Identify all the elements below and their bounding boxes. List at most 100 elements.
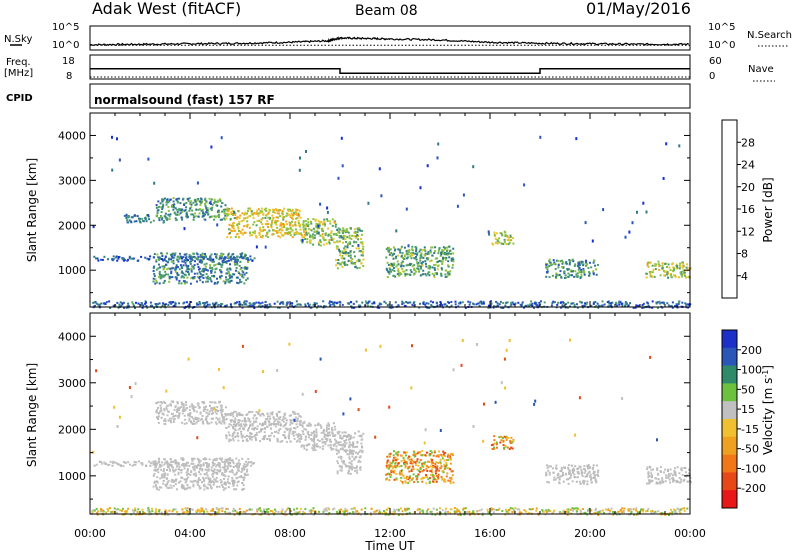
data-cell (392, 254, 394, 256)
data-cell (223, 261, 225, 263)
data-cell (445, 259, 447, 261)
data-cell (594, 474, 596, 476)
data-cell (290, 441, 292, 443)
data-cell (269, 217, 271, 219)
data-cell (193, 253, 195, 255)
data-cell (452, 474, 454, 476)
data-cell (185, 257, 187, 259)
data-cell (312, 244, 314, 246)
data-cell (405, 467, 407, 469)
data-cell (234, 474, 236, 476)
data-cell (250, 258, 252, 260)
data-cell (553, 479, 555, 481)
data-cell (682, 267, 684, 269)
data-cell (195, 474, 197, 476)
data-cell (322, 445, 324, 447)
data-cell (276, 414, 278, 416)
data-cell (214, 199, 216, 201)
data-cell (327, 228, 329, 230)
data-cell (239, 217, 241, 219)
data-cell (401, 455, 403, 457)
data-cell (178, 415, 180, 417)
data-cell (390, 474, 392, 476)
data-cell (434, 269, 436, 271)
data-cell (263, 509, 265, 511)
data-cell (400, 480, 402, 482)
data-cell (574, 476, 576, 478)
data-cell (223, 217, 225, 219)
data-cell (281, 227, 283, 229)
data-cell (434, 246, 436, 248)
data-cell (158, 462, 160, 464)
data-cell (156, 488, 158, 490)
data-cell (334, 435, 336, 437)
data-cell (155, 460, 157, 462)
data-cell (450, 301, 452, 303)
data-cell (158, 401, 160, 403)
data-cell (512, 243, 514, 245)
data-cell (243, 282, 245, 284)
data-cell (675, 474, 677, 476)
data-cell (186, 484, 188, 486)
data-cell (153, 461, 155, 463)
data-cell (440, 252, 442, 254)
data-cell (557, 266, 559, 268)
data-cell (433, 477, 435, 479)
data-cell (408, 244, 410, 247)
data-cell (216, 486, 218, 488)
data-cell (254, 257, 256, 259)
data-cell (255, 434, 257, 436)
data-cell (494, 234, 496, 236)
data-cell (163, 401, 165, 403)
data-cell (400, 465, 402, 467)
data-cell (437, 143, 439, 146)
data-cell (295, 417, 297, 419)
data-cell (646, 302, 648, 304)
data-cell (251, 305, 253, 307)
data-cell (406, 463, 408, 465)
data-cell (350, 254, 352, 256)
data-cell (271, 222, 273, 224)
data-cell (500, 436, 502, 438)
data-cell (385, 302, 387, 304)
data-cell (299, 210, 301, 212)
data-cell (240, 274, 242, 276)
data-cell (345, 252, 347, 254)
data-cell (352, 453, 354, 455)
data-cell (243, 466, 245, 468)
data-cell (224, 422, 226, 424)
data-cell (647, 473, 649, 475)
data-cell (190, 200, 192, 202)
data-cell (221, 264, 223, 266)
data-cell (186, 281, 188, 283)
data-cell (188, 420, 190, 422)
data-cell (507, 239, 509, 241)
data-cell (351, 460, 353, 462)
data-cell (284, 431, 286, 433)
data-cell (294, 224, 296, 226)
data-cell (246, 438, 248, 440)
data-cell (358, 259, 360, 261)
data-cell (256, 220, 258, 222)
data-cell (249, 432, 251, 434)
data-cell (344, 246, 346, 248)
data-cell (260, 212, 262, 214)
data-cell (328, 428, 330, 430)
data-cell (246, 300, 248, 302)
data-cell (581, 274, 583, 276)
data-cell (171, 206, 173, 208)
data-cell (219, 486, 221, 488)
data-cell (153, 278, 155, 280)
data-cell (305, 150, 307, 153)
data-cell (295, 211, 297, 213)
data-cell (404, 273, 406, 275)
data-cell (547, 467, 549, 469)
data-cell (110, 461, 112, 463)
data-cell (216, 472, 218, 474)
data-cell (186, 216, 188, 218)
data-cell (348, 255, 350, 257)
data-cell (164, 423, 166, 425)
data-cell (315, 449, 317, 451)
data-cell (430, 450, 432, 452)
data-cell (342, 460, 344, 462)
